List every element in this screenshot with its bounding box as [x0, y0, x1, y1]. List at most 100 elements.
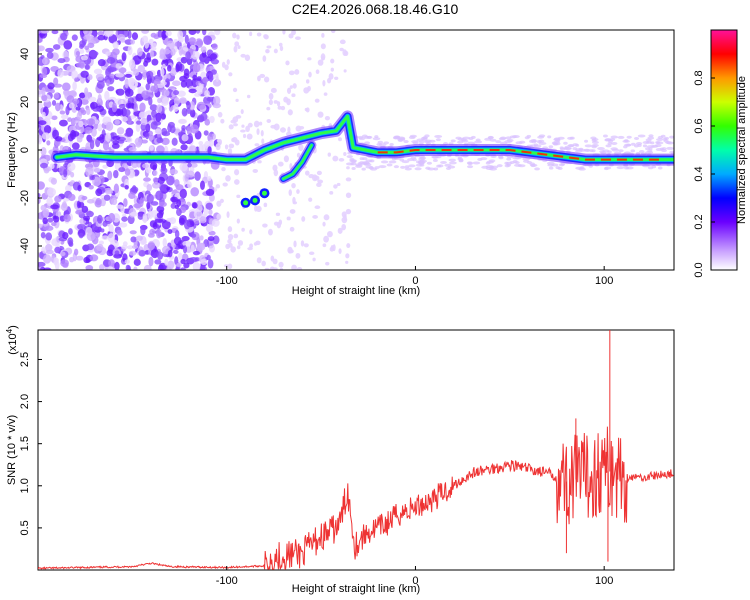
- heatmap-cell: [68, 102, 75, 109]
- heatmap-cell: [657, 135, 664, 139]
- heatmap-cell: [38, 37, 43, 44]
- heatmap-cell: [202, 76, 209, 84]
- heatmap-cell: [42, 254, 52, 264]
- heatmap-cell: [133, 258, 141, 266]
- heatmap-cell: [296, 189, 300, 194]
- heatmap-cell: [215, 184, 221, 189]
- heatmap-cell: [358, 137, 366, 141]
- heatmap-cell: [59, 110, 66, 115]
- heatmap-cell: [97, 31, 105, 36]
- heatmap-cell: [97, 123, 103, 132]
- heatmap-branch-line: [282, 143, 313, 181]
- heatmap-cell: [203, 206, 209, 217]
- heatmap-cell: [38, 45, 45, 52]
- heatmap-cell: [287, 126, 291, 134]
- heatmap-cell: [140, 117, 148, 126]
- heatmap-cell: [108, 67, 117, 72]
- heatmap-cell: [130, 39, 136, 45]
- heatmap-cell: [57, 68, 64, 78]
- heatmap-cell: [512, 160, 518, 164]
- heatmap-cell: [240, 53, 246, 58]
- heatmap-cell: [190, 244, 195, 254]
- heatmap-cell: [637, 134, 646, 138]
- snr-panel: -100 0 100 0.5 1.0 1.5 2.0 2.5 Height of strai…: [5, 325, 675, 595]
- snr-y-tick-label: 2.0: [19, 394, 31, 409]
- heatmap-cell: [246, 133, 253, 140]
- heatmap-cell: [130, 186, 139, 193]
- heatmap-cell: [43, 125, 52, 134]
- heatmap-cell: [278, 42, 283, 47]
- heatmap-cell: [435, 138, 441, 142]
- heatmap-cell: [78, 92, 86, 99]
- heatmap-cell: [141, 90, 150, 99]
- heatmap-cell: [591, 140, 599, 144]
- heatmap-cell: [131, 244, 139, 250]
- heatmap-cell: [38, 265, 41, 270]
- heatmap-cell: [113, 253, 122, 259]
- heatmap-cell: [169, 217, 177, 225]
- heatmap-cell: [65, 184, 72, 193]
- snr-y-tick-label: 2.5: [19, 352, 31, 367]
- heatmap-cell: [182, 245, 188, 254]
- heatmap-cell: [78, 120, 84, 128]
- colorbar-tick-label: 0.6: [693, 118, 705, 133]
- heatmap-cell: [292, 83, 297, 89]
- heatmap-cell: [669, 150, 674, 154]
- heatmap-cell: [138, 249, 146, 257]
- heatmap-cell: [80, 70, 89, 78]
- heatmap-cell: [181, 134, 189, 142]
- heatmap-cell: [563, 147, 572, 151]
- heatmap-cell: [115, 72, 125, 78]
- heatmap-cell: [277, 105, 282, 110]
- heatmap-cell: [47, 187, 56, 197]
- heatmap-cell: [626, 135, 632, 139]
- heatmap-cell: [70, 117, 76, 127]
- heatmap-cell: [199, 216, 207, 224]
- heatmap-cell: [194, 171, 201, 181]
- heatmap-cell: [199, 180, 205, 190]
- heatmap-cell: [81, 205, 89, 213]
- heatmap-cell: [150, 32, 157, 38]
- snr-y-tick-label: 1.0: [19, 478, 31, 493]
- heatmap-cell: [263, 34, 269, 39]
- heatmap-cell: [130, 115, 135, 120]
- heatmap-cell: [94, 119, 99, 125]
- heatmap-cell: [276, 101, 281, 107]
- heatmap-cell: [330, 58, 335, 64]
- heatmap-cell: [472, 161, 481, 165]
- heatmap-cell: [534, 167, 540, 171]
- heatmap-cell: [559, 146, 564, 150]
- heatmap-cell: [54, 195, 62, 203]
- heatmap-cell: [173, 249, 179, 254]
- heatmap-cell: [127, 245, 134, 250]
- heatmap-cell: [57, 58, 66, 64]
- heatmap-cell: [128, 59, 136, 69]
- heatmap-cell: [127, 97, 135, 104]
- heatmap-cell: [260, 130, 264, 137]
- heatmap-cell: [228, 143, 235, 149]
- heatmap-cell: [127, 77, 136, 86]
- heatmap-cell: [280, 105, 286, 111]
- heatmap-cell: [237, 240, 244, 246]
- heatmap-cell: [105, 132, 112, 142]
- heatmap-cell: [278, 261, 284, 268]
- heatmap-cell: [316, 182, 322, 188]
- heatmap-cell: [130, 236, 137, 243]
- heatmap-cell: [124, 184, 129, 190]
- heatmap-cell: [292, 201, 298, 205]
- heatmap-cell: [346, 166, 350, 170]
- heatmap-cell: [376, 142, 383, 146]
- heatmap-cell: [84, 64, 90, 70]
- heatmap-cell: [338, 137, 343, 142]
- heatmap-cell: [328, 73, 334, 80]
- heatmap-cell: [263, 76, 270, 83]
- heatmap-cell: [436, 164, 442, 168]
- heatmap-cell: [87, 74, 93, 81]
- heatmap-cell: [334, 76, 339, 80]
- heatmap-cell: [343, 152, 347, 156]
- heatmap-cell: [307, 57, 312, 61]
- heatmap-cell: [42, 117, 51, 128]
- heatmap-cell: [403, 140, 409, 144]
- heatmap-cell: [87, 42, 95, 49]
- heatmap-cell: [127, 102, 135, 109]
